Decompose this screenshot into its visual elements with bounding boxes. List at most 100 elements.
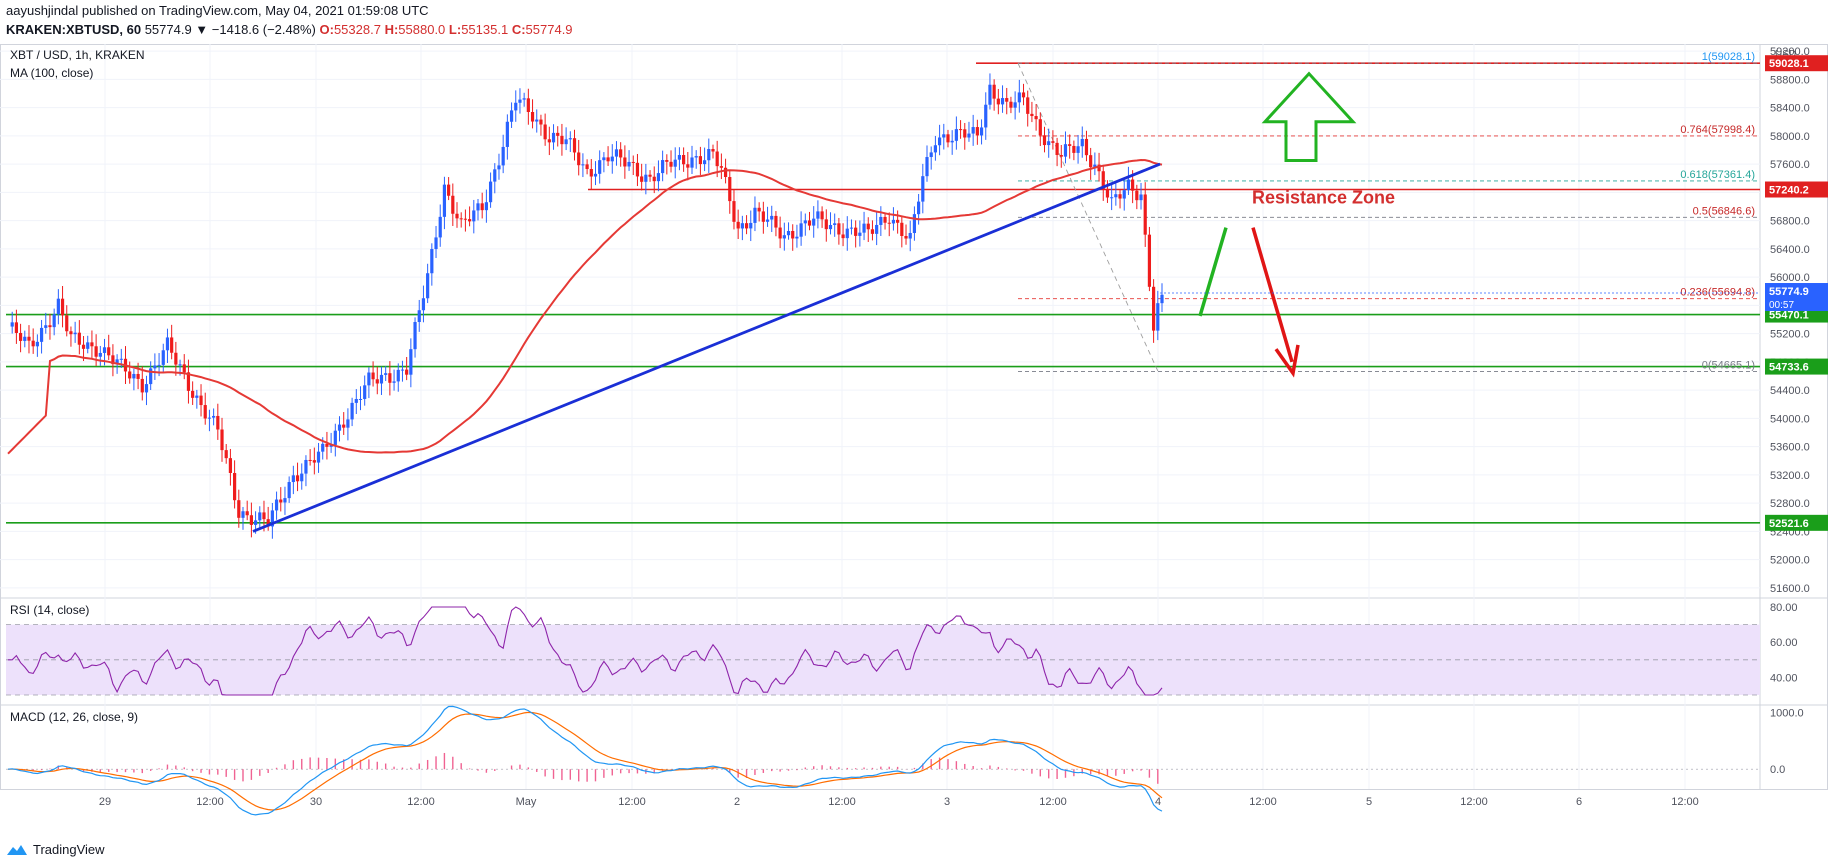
candle-body (791, 230, 795, 239)
candle-body (577, 152, 581, 166)
candle-body (90, 342, 94, 347)
price-tag-resistance-57240-bg (1765, 181, 1828, 198)
price-tag-resistance-57240: 57240.2 (1769, 185, 1809, 197)
y-tick-label: 54000.0 (1770, 413, 1810, 425)
candle-body (497, 165, 501, 170)
candle-body (652, 176, 656, 182)
chart-title: XBT / USD, 1h, KRAKEN (10, 48, 145, 62)
tradingview-logo-icon (7, 844, 27, 855)
candle-body (1009, 101, 1013, 108)
fib-label-0.618: 0.618(57361.4) (1680, 169, 1755, 181)
candle-body (493, 169, 497, 182)
candle-body (65, 315, 69, 332)
candle-body (1059, 155, 1063, 157)
macd-tick-label: 0.0 (1770, 764, 1785, 776)
candle-body (94, 346, 98, 357)
candle-body (300, 473, 304, 482)
candle-body (1143, 194, 1147, 235)
y-tick-label: 56000.0 (1770, 272, 1810, 284)
red-down-line (1251, 227, 1294, 363)
candle-body (992, 84, 996, 99)
candle-body (52, 314, 56, 328)
candle-body (1089, 155, 1093, 168)
footer-brand[interactable]: TradingView (33, 842, 105, 857)
candle-body (27, 336, 31, 341)
candle-body (438, 216, 442, 238)
candle-body (849, 227, 854, 229)
candle-body (1147, 234, 1152, 287)
x-tick-label: 2 (734, 796, 740, 808)
x-tick-label: 12:00 (1039, 796, 1067, 808)
x-tick-label: 4 (1155, 796, 1161, 808)
candle-body (270, 510, 274, 527)
candle-body (1068, 144, 1072, 146)
candle-body (463, 218, 468, 220)
candle-body (329, 444, 333, 447)
candle-body (824, 219, 828, 230)
candle-body (702, 160, 707, 165)
candle-body (761, 211, 765, 222)
candle-body (765, 219, 770, 222)
footer: TradingView (6, 842, 105, 857)
candle-body (144, 384, 149, 393)
candle-body (199, 395, 203, 406)
candle-body (619, 149, 623, 158)
candle-body (526, 98, 530, 113)
candle-body (740, 223, 744, 229)
macd-line (7, 705, 1163, 816)
candle-body (295, 475, 300, 482)
candle-body (161, 350, 165, 365)
rsi-line (8, 606, 1163, 696)
candle-body (220, 429, 224, 451)
candle-body (149, 368, 153, 385)
candle-body (887, 222, 891, 224)
candle-body (1034, 116, 1038, 120)
candle-body (988, 84, 992, 105)
candle-body (782, 235, 786, 239)
candle-body (631, 161, 635, 163)
candle-body (455, 213, 459, 219)
candle-body (841, 234, 845, 239)
candle-body (1017, 92, 1021, 103)
candle-body (430, 249, 434, 274)
candle-body (245, 511, 249, 516)
candle-body (23, 336, 27, 341)
x-tick-label: 30 (310, 796, 322, 808)
open-value: 55328.7 (333, 22, 381, 37)
high-label: H: (384, 22, 399, 37)
y-tick-label: 55200.0 (1770, 329, 1810, 341)
candle-body (157, 364, 161, 366)
candle-body (509, 110, 514, 122)
candle-body (984, 104, 988, 128)
publish-info: aayushjindal published on TradingView.co… (6, 3, 429, 18)
candle-body (711, 149, 715, 152)
low-value: 55135.1 (461, 22, 509, 37)
candle-body (174, 352, 178, 365)
candle-body (644, 174, 648, 182)
rsi-tick-label: 60.00 (1770, 637, 1798, 649)
y-tick-label: 58800.0 (1770, 74, 1810, 86)
candle-body (60, 298, 65, 316)
candle-body (581, 164, 585, 166)
candle-body (812, 218, 816, 226)
candle-body (950, 140, 954, 143)
candle-body (1139, 194, 1143, 201)
fib-label-0: 0(54665.1) (1702, 359, 1755, 371)
candle-body (1084, 138, 1089, 156)
candle-body (480, 203, 484, 211)
chart-area[interactable]: 29 12:00 30 12:00 May 12:00 2 12:00 3 12:00 4 12:00… (0, 44, 1828, 837)
y-tick-label: 51600.0 (1770, 583, 1810, 595)
candle-body (958, 129, 963, 131)
y-tick-label: 56800.0 (1770, 216, 1810, 228)
candle-body (321, 443, 325, 452)
candle-body (640, 176, 644, 182)
x-tick-label: 12:00 (196, 796, 224, 808)
resistance-zone-label: Resistance Zone (1252, 188, 1395, 208)
high-value: 55880.0 (398, 22, 446, 37)
open-label: O: (319, 22, 334, 37)
candle-body (635, 162, 640, 177)
publisher[interactable]: aayushjindal (6, 3, 79, 18)
candle-body (921, 176, 925, 202)
candle-body (774, 215, 778, 228)
x-tick-label: 29 (99, 796, 111, 808)
